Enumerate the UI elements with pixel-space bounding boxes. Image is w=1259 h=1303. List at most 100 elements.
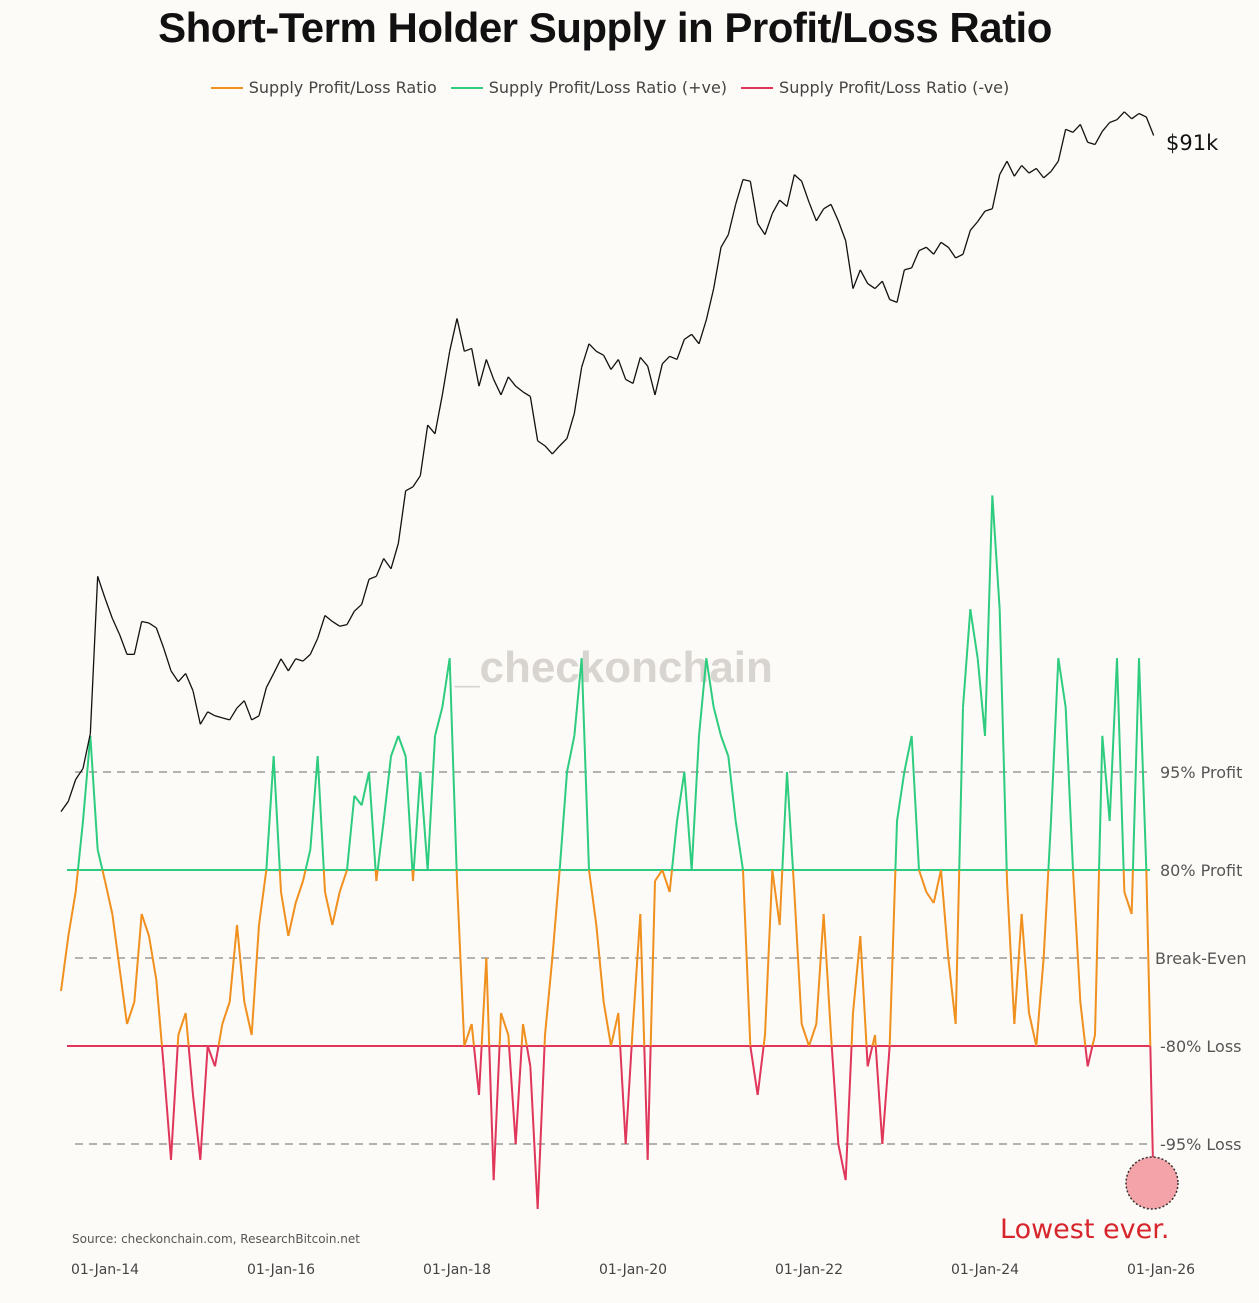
ratio-segment	[148, 935, 158, 981]
price-segment	[786, 174, 795, 207]
price-segment	[801, 181, 810, 203]
price-segment	[1145, 116, 1155, 136]
ratio-segment	[969, 609, 979, 659]
price-segment	[67, 779, 77, 802]
price-segment	[1131, 112, 1140, 120]
ratio-segment	[896, 771, 906, 822]
ratio-segment	[888, 870, 897, 1046]
ratio-segment	[492, 1046, 501, 1181]
price-segment	[881, 280, 891, 300]
ratio-segment	[480, 957, 488, 1046]
ratio-segment	[316, 756, 325, 870]
price-segment	[815, 208, 825, 222]
ratio-segment	[177, 1012, 187, 1036]
ratio-segment	[199, 1046, 209, 1160]
price-segment	[661, 355, 671, 365]
price-segment	[155, 627, 165, 649]
price-segment	[97, 576, 106, 599]
price-segment	[456, 318, 465, 352]
price-segment	[331, 620, 341, 627]
price-segment	[346, 610, 355, 625]
level-label: -95% Loss	[1160, 1135, 1242, 1154]
ratio-segment	[478, 1046, 483, 1096]
ratio-segment	[918, 870, 928, 893]
price-segment	[111, 618, 121, 635]
ratio-segment	[670, 820, 678, 870]
price-segment	[977, 210, 986, 223]
ratio-segment	[954, 870, 961, 1025]
ratio-segment	[991, 495, 1001, 610]
price-segment	[999, 160, 1008, 175]
legend-item-positive: Supply Profit/Loss Ratio (+ve)	[450, 78, 727, 97]
price-segment	[287, 658, 297, 672]
ratio-segment	[654, 870, 664, 882]
ratio-segment	[742, 870, 752, 1046]
x-tick-label: 01-Jan-14	[71, 1262, 139, 1278]
price-segment	[757, 223, 766, 236]
price-segment	[163, 647, 172, 672]
price-segment	[419, 424, 429, 476]
price-segment	[295, 658, 304, 662]
price-segment	[559, 437, 568, 447]
ratio-segment	[162, 1066, 172, 1160]
ratio-segment	[187, 1046, 194, 1096]
ratio-segment	[302, 870, 307, 882]
price-segment	[1065, 128, 1074, 133]
ratio-segment	[1006, 880, 1016, 1025]
ratio-segment	[346, 795, 356, 870]
price-segment	[955, 253, 964, 259]
price-segment	[823, 203, 832, 210]
ratio-segment	[544, 957, 554, 1036]
price-segment	[544, 445, 553, 455]
price-segment	[647, 365, 656, 396]
ratio-segment	[610, 1012, 620, 1046]
ratio-segment	[756, 1046, 765, 1096]
price-segment	[742, 178, 751, 182]
chart-title: Short-Term Holder Supply in Profit/Loss …	[158, 4, 1052, 51]
legend-item-negative: Supply Profit/Loss Ratio (-ve)	[741, 78, 1009, 97]
price-segment	[904, 267, 912, 271]
ratio-segment	[368, 771, 377, 870]
price-segment	[537, 440, 546, 447]
price-segment	[148, 622, 157, 629]
price-segment	[493, 379, 502, 396]
price-segment	[632, 357, 641, 384]
ratio-segment	[280, 891, 290, 937]
price-segment	[449, 318, 458, 352]
ratio-segment	[228, 924, 238, 1003]
ratio-segment	[661, 870, 671, 893]
price-segment	[397, 490, 407, 544]
price-segment	[368, 575, 377, 580]
ratio-segment	[793, 891, 803, 1025]
price-segment	[1079, 124, 1089, 143]
ratio-segment	[998, 609, 1008, 870]
price-segment	[434, 394, 443, 434]
ratio-segment	[852, 935, 862, 1014]
price-segment	[962, 230, 971, 255]
price-segment	[896, 269, 905, 303]
price-segment	[412, 475, 421, 488]
ratio-segment	[871, 1034, 876, 1046]
ratio-segment	[60, 935, 70, 992]
ratio-segment	[485, 957, 491, 1046]
price-segment	[749, 181, 759, 224]
price-segment	[654, 363, 663, 396]
level-label: -80% Loss	[1160, 1037, 1242, 1056]
ratio-segment	[617, 1012, 622, 1046]
ratio-segment	[866, 1046, 874, 1067]
price-segment	[324, 614, 333, 622]
ratio-segment	[800, 1023, 810, 1046]
price-segment	[596, 350, 604, 356]
ratio-segment	[133, 913, 143, 1003]
price-segment	[830, 204, 839, 222]
ratio-segment	[1035, 957, 1045, 1046]
ratio-segment	[1131, 658, 1140, 870]
lowest-marker	[1125, 1156, 1179, 1210]
ratio-segment	[221, 1001, 231, 1025]
ratio-segment	[331, 891, 341, 926]
ratio-segment	[910, 735, 920, 870]
ratio-segment	[382, 756, 392, 822]
price-segment	[610, 359, 619, 370]
ratio-segment	[338, 870, 348, 893]
